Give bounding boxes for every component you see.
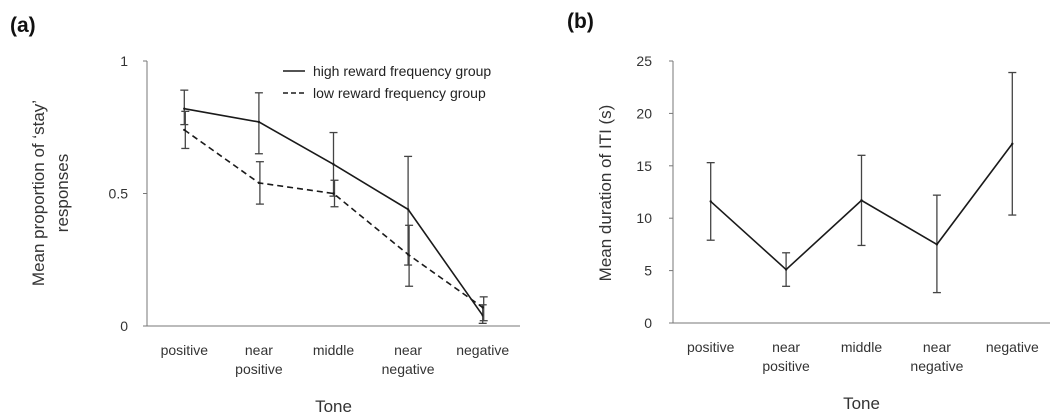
y-axis-title: Mean duration of ITI (s) — [596, 105, 615, 282]
y-tick-label: 0.5 — [109, 186, 129, 202]
y-tick-label: 20 — [636, 105, 652, 121]
data-point — [406, 208, 410, 211]
x-tick-label: middle — [313, 342, 354, 358]
x-tick-label: near — [772, 339, 800, 355]
data-point — [183, 128, 186, 132]
x-tick-label: negative — [986, 339, 1039, 355]
x-tick-label: negative — [456, 342, 509, 358]
y-tick-label: 10 — [636, 210, 652, 226]
y-tick-label: 1 — [120, 53, 128, 69]
y-axis-title: responses — [53, 154, 72, 232]
x-axis-title: Tone — [843, 394, 880, 413]
data-point — [332, 163, 335, 166]
x-tick-label: positive — [235, 361, 283, 377]
data-point — [332, 192, 335, 195]
data-point — [481, 306, 484, 309]
x-tick-label: negative — [910, 358, 963, 374]
data-point — [1011, 142, 1014, 145]
x-tick-label: positive — [762, 358, 810, 374]
x-tick-label: near — [923, 339, 951, 355]
data-point — [784, 268, 788, 271]
panel-label: (a) — [10, 14, 36, 37]
y-tick-label: 0 — [120, 318, 128, 334]
x-tick-label: middle — [841, 339, 882, 355]
y-axis-title: Mean proportion of ‘stay’ — [29, 100, 48, 286]
x-tick-label: near — [394, 342, 422, 358]
y-tick-label: 5 — [644, 263, 652, 279]
x-axis-title: Tone — [315, 397, 352, 416]
x-tick-label: negative — [382, 361, 435, 377]
y-tick-label: 0 — [644, 315, 652, 331]
legend-label: high reward frequency group — [313, 63, 491, 79]
panel-label: (b) — [567, 10, 594, 33]
x-tick-label: near — [245, 342, 273, 358]
x-tick-label: positive — [161, 342, 209, 358]
panel-a: (a) 0 0.5 1 positive near positive middle near ne… — [10, 14, 520, 416]
data-point — [257, 181, 261, 185]
x-tick-label: positive — [687, 339, 735, 355]
legend-label: low reward frequency group — [313, 85, 486, 101]
data-point — [257, 120, 261, 124]
data-point — [406, 253, 410, 256]
data-point — [709, 200, 712, 203]
y-tick-label: 15 — [636, 158, 652, 174]
data-point — [183, 107, 186, 110]
data-point — [860, 199, 863, 202]
y-tick-label: 25 — [636, 53, 652, 69]
panel-b: (b) 0 5 10 15 20 25 positive near positive middle n… — [567, 10, 1050, 413]
series-line — [183, 129, 484, 309]
data-point — [935, 243, 939, 246]
